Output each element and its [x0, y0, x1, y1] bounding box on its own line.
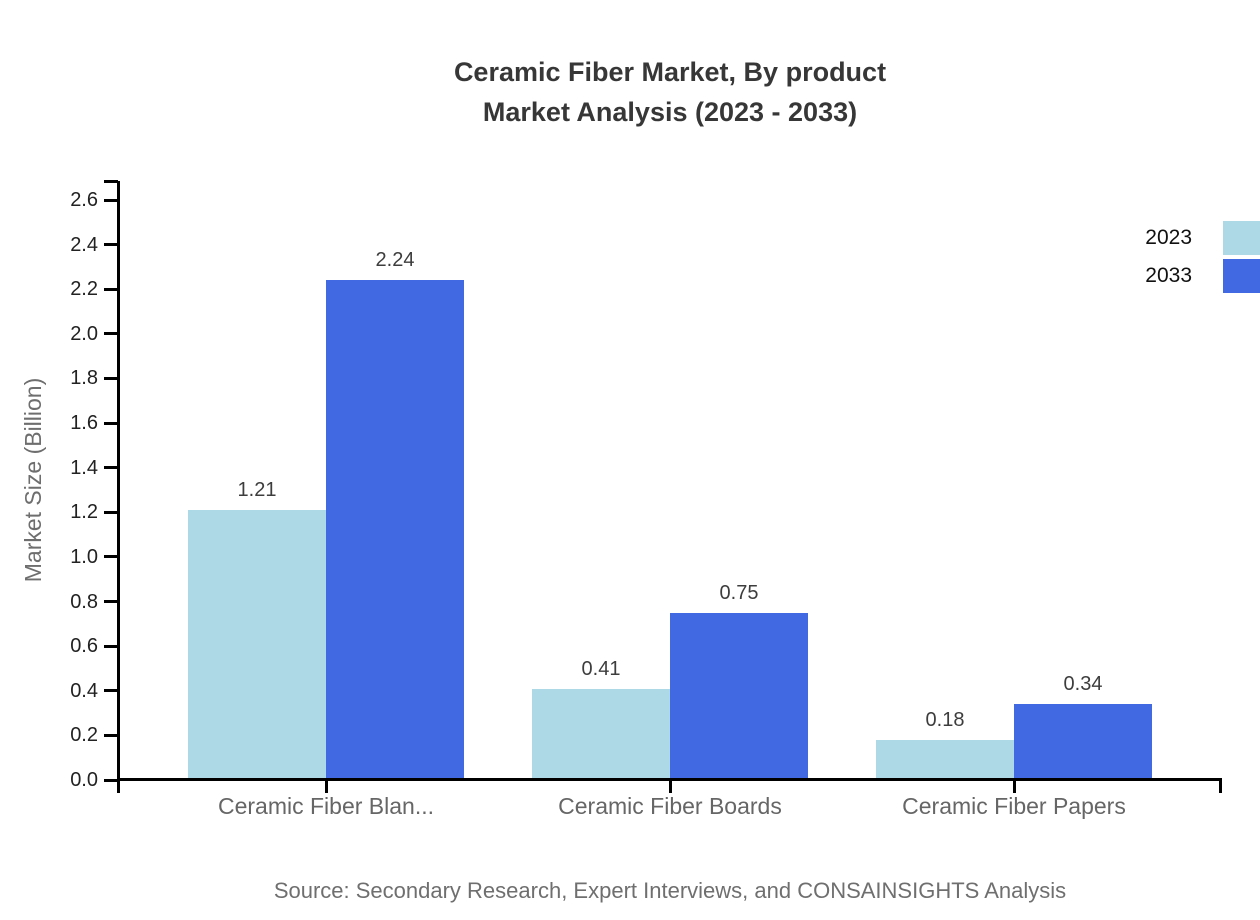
x-axis-right-cap [1219, 781, 1222, 793]
y-axis-tick-label: 2.0 [70, 322, 98, 345]
y-axis-tick [104, 600, 118, 604]
y-axis-tick [104, 778, 118, 782]
category-label-1: Ceramic Fiber Blan... [217, 793, 434, 819]
x-axis-tick [324, 781, 328, 793]
value-label-2023-group-3: 0.18 [925, 708, 965, 731]
chart-title: Ceramic Fiber Market, By product Market … [118, 52, 1222, 132]
legend-label-2023: 2023 [1145, 226, 1192, 249]
bar-2023-group-1 [188, 510, 326, 780]
y-axis-tick [104, 421, 118, 425]
category-label-3: Ceramic Fiber Papers [902, 793, 1126, 819]
y-axis-tick-label: 2.6 [70, 189, 98, 211]
bar-2033-group-2 [670, 612, 808, 780]
y-axis-tick-label: 0.6 [70, 635, 98, 658]
y-axis-tick-label: 0.2 [70, 724, 98, 747]
y-axis-spine [116, 181, 120, 793]
x-axis-line [118, 778, 1222, 781]
bar-2023-group-3 [876, 739, 1014, 780]
value-label-2023-group-1: 1.21 [237, 479, 277, 502]
y-axis-tick [104, 510, 118, 514]
y-axis-tick [104, 198, 118, 202]
bar-2033-group-1 [326, 280, 464, 780]
legend-item-2023: 2023 [1145, 221, 1260, 255]
y-axis-tick [104, 733, 118, 737]
y-axis-tick [104, 644, 118, 648]
legend-swatch-2033-icon [1223, 259, 1260, 293]
category-label-2: Ceramic Fiber Boards [558, 793, 782, 819]
y-axis-tick-label: 2.4 [70, 233, 98, 256]
value-label-2033-group-1: 2.24 [375, 249, 415, 272]
y-axis-tick-label: 1.4 [70, 456, 98, 479]
y-axis-tick [104, 243, 118, 247]
x-axis-tick [668, 781, 672, 793]
y-axis-tick [104, 466, 118, 470]
legend-item-2033: 2033 [1145, 259, 1260, 293]
y-axis-tick-label: 0.4 [70, 679, 98, 702]
y-axis-tick-label: 1.2 [70, 501, 98, 524]
legend-label-2033: 2033 [1145, 264, 1192, 287]
y-axis-tick-label: 2.2 [70, 278, 98, 301]
y-axis-tick [104, 287, 118, 291]
bar-2023-group-2 [532, 688, 670, 780]
y-axis-tick-label: 1.6 [70, 412, 98, 435]
x-axis-tick [1012, 781, 1016, 793]
y-axis-tick [104, 332, 118, 336]
y-axis-tick [104, 376, 118, 380]
y-axis-top-cap [104, 180, 118, 183]
source-attribution: Source: Secondary Research, Expert Inter… [273, 878, 1067, 903]
value-label-2033-group-3: 0.34 [1063, 673, 1103, 696]
y-axis-tick-label: 0.8 [70, 590, 98, 613]
chart-title-line-1: Ceramic Fiber Market, By product [453, 57, 887, 87]
y-axis-tick [104, 689, 118, 693]
y-axis-tick-label: 1.0 [70, 545, 98, 568]
value-label-2023-group-2: 0.41 [581, 657, 621, 680]
value-label-2033-group-2: 0.75 [719, 581, 759, 604]
chart-title-line-2: Market Analysis (2023 - 2033) [482, 97, 858, 127]
bar-2033-group-3 [1014, 704, 1152, 780]
legend-swatch-2023-icon [1223, 221, 1260, 255]
y-axis-tick [104, 555, 118, 559]
y-axis-tick-label: 1.8 [70, 367, 98, 390]
y-axis-tick-label: 0.0 [70, 769, 98, 791]
